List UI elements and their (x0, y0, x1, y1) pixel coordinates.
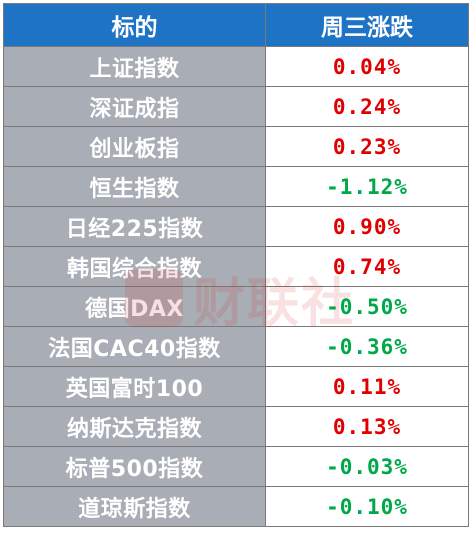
table-row: 恒生指数 -1.12% (3, 166, 469, 207)
index-name: 上证指数 (3, 46, 266, 87)
index-change: 0.13% (265, 406, 469, 447)
index-change: 0.23% (265, 126, 469, 167)
index-name: 深证成指 (3, 86, 266, 127)
table-row: 道琼斯指数 -0.10% (3, 486, 469, 527)
header-wednesday-change: 周三涨跌 (265, 3, 469, 47)
table-row: 日经225指数 0.90% (3, 206, 469, 247)
index-name: 恒生指数 (3, 166, 266, 207)
index-name: 标普500指数 (3, 446, 266, 487)
table-row: 上证指数 0.04% (3, 46, 469, 87)
index-change: -0.36% (265, 326, 469, 367)
table-row: 英国富时100 0.11% (3, 366, 469, 407)
index-change: -0.10% (265, 486, 469, 527)
table-row: 标普500指数 -0.03% (3, 446, 469, 487)
index-name: 法国CAC40指数 (3, 326, 266, 367)
index-change: 0.04% (265, 46, 469, 87)
header-row: 标的 周三涨跌 (3, 3, 469, 47)
table-row: 创业板指 0.23% (3, 126, 469, 167)
header-index: 标的 (3, 3, 266, 47)
index-name: 韩国综合指数 (3, 246, 266, 287)
index-change: -1.12% (265, 166, 469, 207)
index-change: 0.11% (265, 366, 469, 407)
index-name: 日经225指数 (3, 206, 266, 247)
index-name: 纳斯达克指数 (3, 406, 266, 447)
index-name: 道琼斯指数 (3, 486, 266, 527)
index-change: 0.90% (265, 206, 469, 247)
index-change: -0.03% (265, 446, 469, 487)
table-row: 深证成指 0.24% (3, 86, 469, 127)
index-name: 德国DAX (3, 286, 266, 327)
table-row: 法国CAC40指数 -0.36% (3, 326, 469, 367)
index-name: 英国富时100 (3, 366, 266, 407)
table-row: 德国DAX -0.50% (3, 286, 469, 327)
index-change: -0.50% (265, 286, 469, 327)
table-row: 纳斯达克指数 0.13% (3, 406, 469, 447)
index-change: 0.74% (265, 246, 469, 287)
index-name: 创业板指 (3, 126, 266, 167)
index-change-table: 标的 周三涨跌 上证指数 0.04% 深证成指 0.24% 创业板指 0.23%… (3, 3, 469, 527)
table-row: 韩国综合指数 0.74% (3, 246, 469, 287)
index-change: 0.24% (265, 86, 469, 127)
